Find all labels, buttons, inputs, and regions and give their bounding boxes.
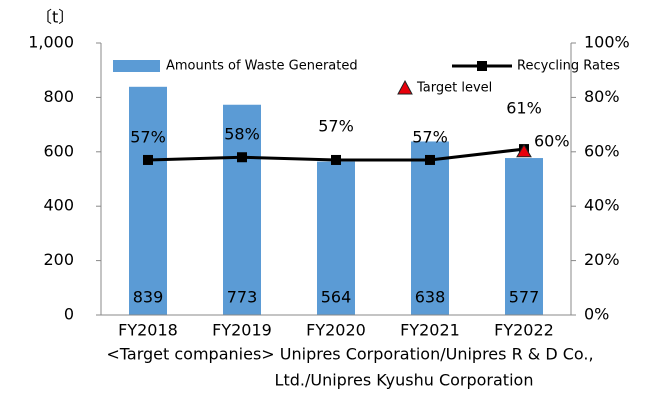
- y2-tick-label: 20%: [584, 250, 620, 269]
- line-value-label: 57%: [412, 127, 448, 146]
- bar: [411, 141, 449, 315]
- y-tick-label: 0: [64, 305, 74, 324]
- y2-tick-label: 100%: [584, 33, 630, 52]
- x-tick-label: FY2020: [306, 321, 366, 340]
- bar-value-label: 577: [509, 288, 540, 307]
- legend-swatch: [113, 60, 160, 72]
- line-marker: [425, 154, 435, 165]
- y-tick-label: 800: [43, 87, 74, 106]
- y-tick-label: 1,000: [28, 33, 74, 52]
- line-marker: [143, 154, 153, 165]
- bar-value-label: 773: [227, 288, 258, 307]
- bar: [317, 161, 355, 315]
- legend-label: Amounts of Waste Generated: [166, 59, 358, 74]
- line-value-label: 61%: [506, 99, 542, 118]
- y2-tick-label: 80%: [584, 87, 620, 106]
- note: Ltd./Unipres Kyushu Corporation: [275, 371, 534, 390]
- note: <Target companies> Unipres Corporation/U…: [106, 345, 593, 364]
- bar: [223, 104, 261, 315]
- target-label: 60%: [534, 131, 570, 150]
- unit-label: 〔t〕: [36, 8, 74, 27]
- line-marker: [331, 154, 341, 165]
- legend-label: Recycling Rates: [517, 59, 620, 74]
- line-value-label: 57%: [130, 127, 166, 146]
- x-tick-label: FY2022: [494, 321, 554, 340]
- x-tick-label: FY2018: [118, 321, 178, 340]
- legend-swatch: [397, 79, 413, 95]
- line-value-label: 58%: [224, 125, 260, 144]
- line-marker: [237, 152, 247, 163]
- bar-value-label: 638: [415, 288, 446, 307]
- line-value-label: 57%: [318, 116, 354, 135]
- bar-value-label: 564: [321, 288, 352, 307]
- legend-label: Target level: [416, 81, 492, 96]
- x-tick-label: FY2021: [400, 321, 460, 340]
- bar: [129, 86, 167, 316]
- y-tick-label: 400: [43, 196, 74, 215]
- target-marker: [516, 143, 532, 158]
- y-tick-label: 600: [43, 141, 74, 160]
- y2-tick-label: 40%: [584, 196, 620, 215]
- x-tick-label: FY2019: [212, 321, 272, 340]
- bar-value-label: 839: [133, 288, 164, 307]
- legend-swatch: [477, 61, 487, 71]
- y2-tick-label: 60%: [584, 141, 620, 160]
- bar: [505, 158, 543, 315]
- y2-tick-label: 0%: [584, 305, 609, 324]
- y-tick-label: 200: [43, 250, 74, 269]
